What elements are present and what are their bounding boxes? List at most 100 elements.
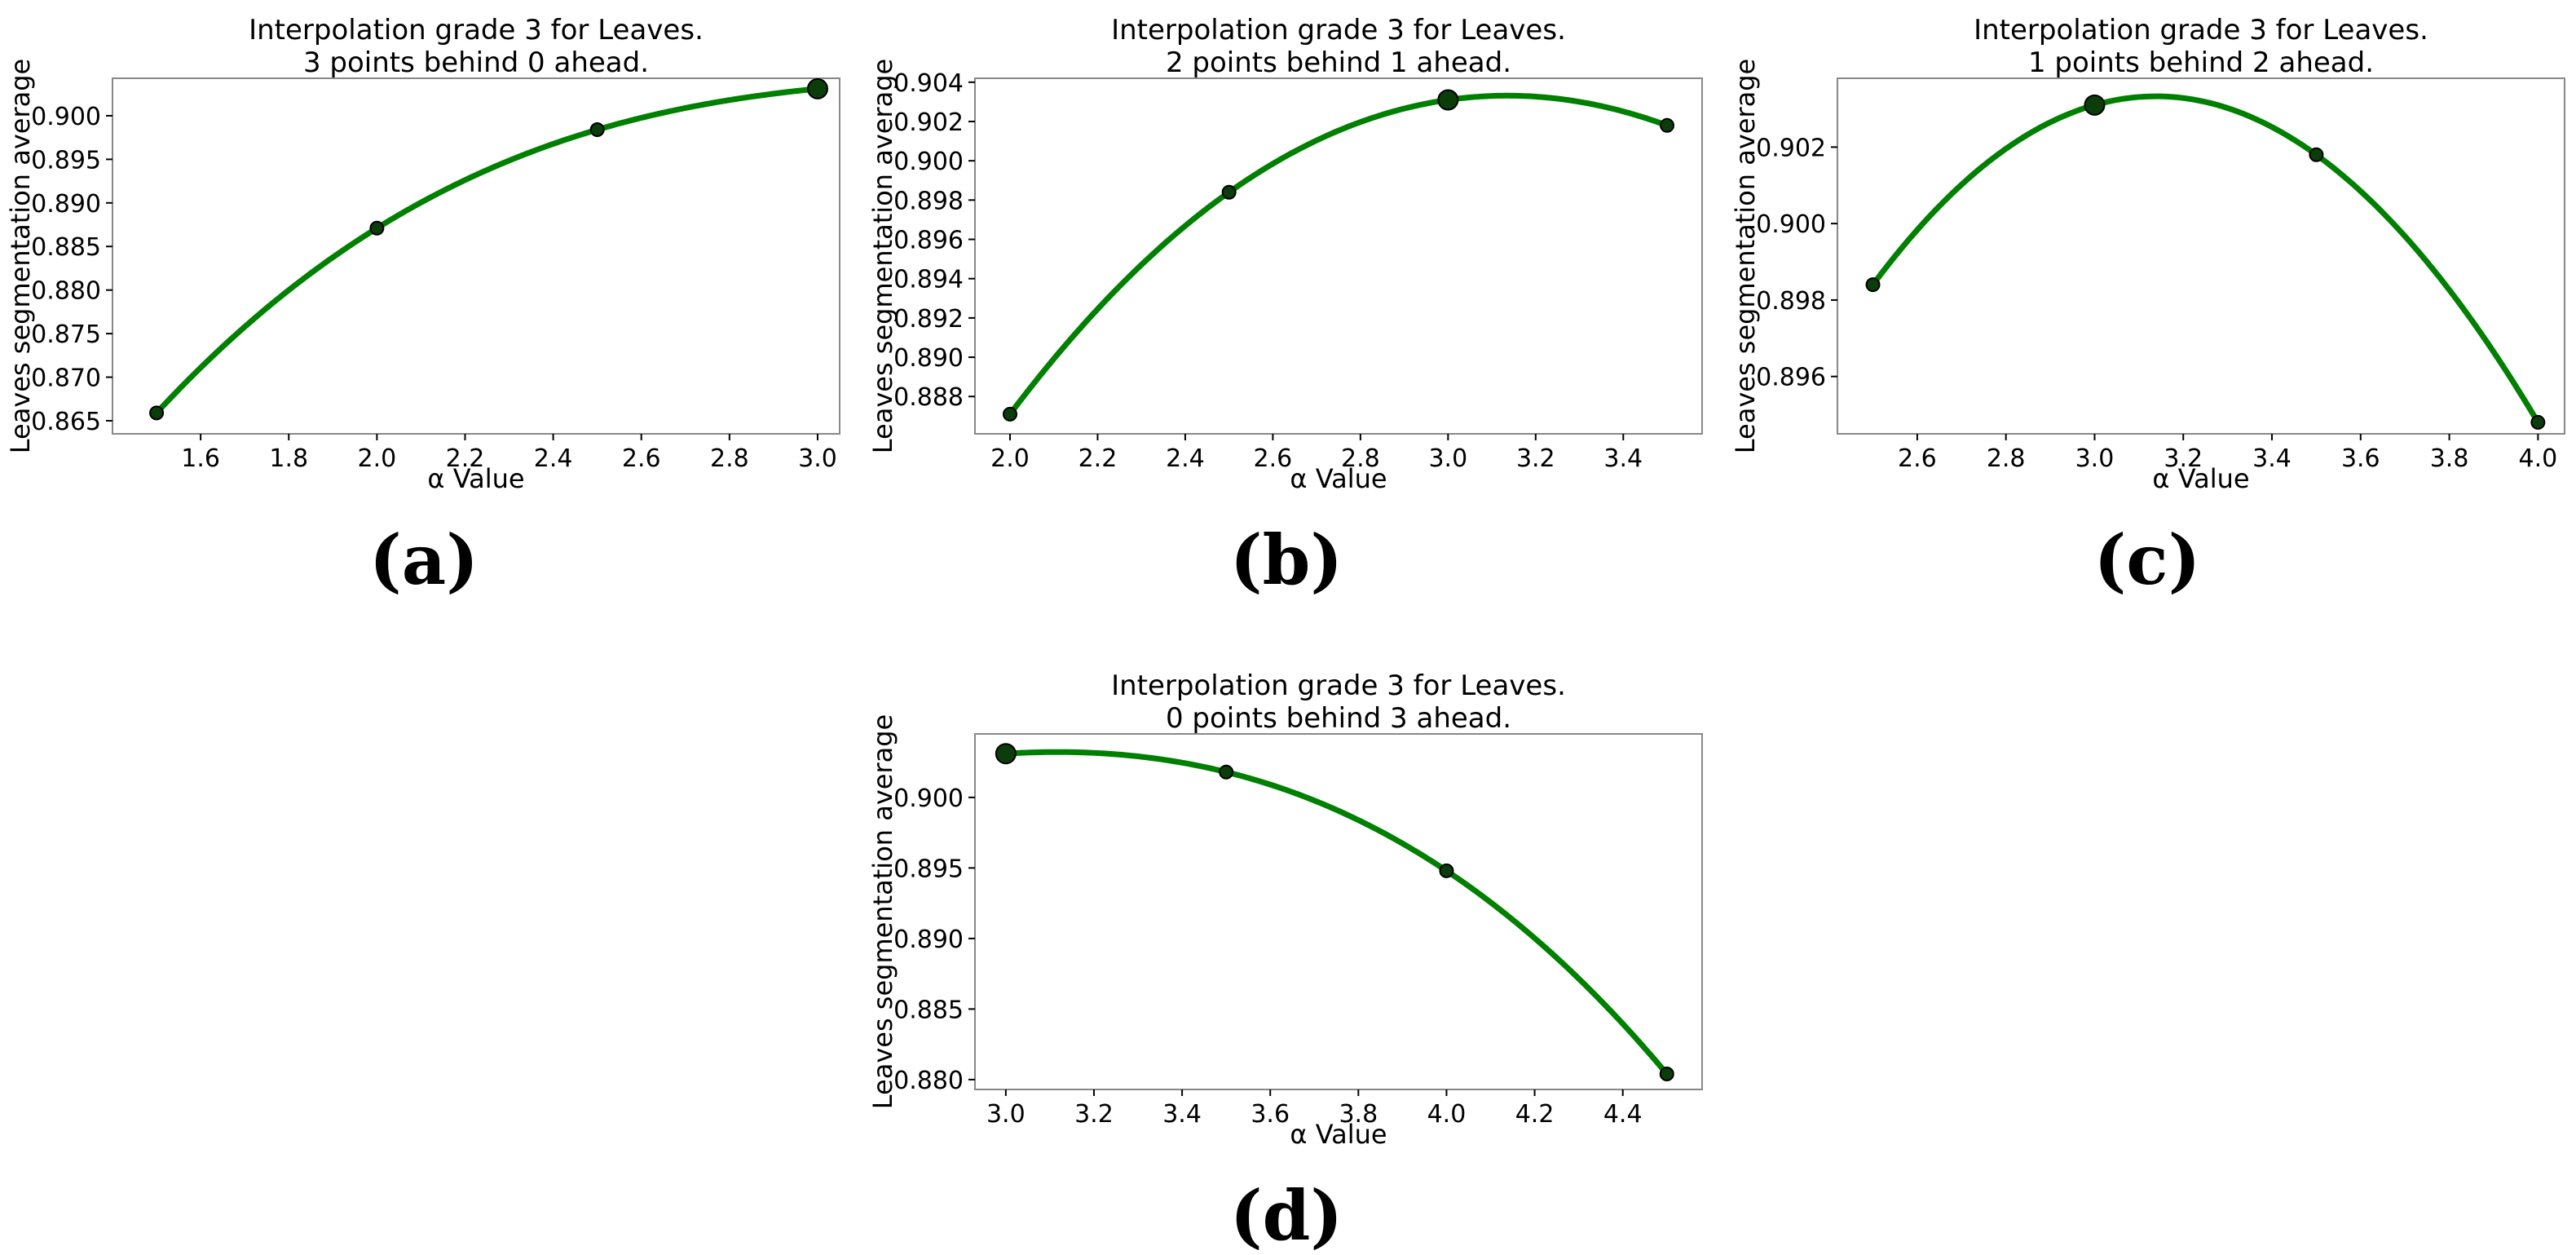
chart-subtitle: 2 points behind 1 ahead. — [1166, 46, 1511, 79]
data-point — [589, 122, 605, 138]
data-points — [1865, 94, 2546, 430]
interpolation-curve — [1007, 92, 1670, 418]
y-tick-label: 0.895 — [893, 855, 964, 883]
x-tick-label: 2.0 — [358, 444, 397, 473]
y-tick-label: 0.875 — [31, 320, 101, 349]
panel-caption: (b) — [1230, 519, 1343, 600]
x-tick-label: 4.4 — [1603, 1100, 1643, 1129]
x-tick-label: 2.8 — [1341, 444, 1380, 473]
y-tick-label: 0.885 — [31, 233, 101, 262]
y-axis-ticks: 0.896 0.898 0.900 0.902 — [1756, 134, 1837, 392]
data-points — [149, 77, 828, 421]
x-tick-label: 2.8 — [710, 444, 749, 473]
data-point — [369, 220, 385, 236]
y-tick-label: 0.900 — [31, 103, 101, 131]
plot-frame — [974, 733, 1703, 1090]
x-tick-label: 3.0 — [986, 1100, 1026, 1129]
panel-a: Interpolation grade 3 for Leaves. 3 poin… — [5, 14, 840, 600]
x-tick-label: 3.4 — [1603, 444, 1643, 473]
y-tick-label: 0.902 — [1756, 134, 1826, 162]
data-point — [1659, 1066, 1674, 1081]
x-axis-label: α Value — [2152, 463, 2249, 494]
y-tick-label: 0.900 — [893, 148, 964, 176]
y-tick-label: 0.900 — [893, 784, 964, 813]
interpolation-curve — [1003, 749, 1670, 1077]
best-data-point — [995, 743, 1017, 765]
plot-frame — [974, 77, 1703, 435]
x-tick-label: 3.0 — [2075, 444, 2115, 473]
x-tick-label: 2.2 — [446, 444, 485, 473]
data-points — [1002, 89, 1675, 422]
x-tick-label: 4.0 — [1427, 1100, 1467, 1129]
chart-title: Interpolation grade 3 for Leaves. — [1111, 669, 1566, 702]
y-tick-label: 0.898 — [893, 187, 964, 215]
x-tick-label: 2.6 — [1898, 444, 1937, 473]
y-axis-ticks: 0.865 0.870 0.875 0.880 0.885 0.890 0.895 0.900 — [31, 103, 112, 436]
x-tick-label: 2.0 — [990, 444, 1030, 473]
data-point — [1865, 277, 1881, 293]
x-tick-label: 3.2 — [1516, 444, 1555, 473]
y-tick-label: 0.885 — [893, 996, 964, 1024]
x-tick-label: 2.4 — [534, 444, 573, 473]
x-tick-label: 4.0 — [2519, 444, 2558, 473]
x-tick-label: 3.0 — [798, 444, 837, 473]
data-point — [149, 405, 165, 421]
best-data-point — [1437, 89, 1459, 111]
y-tick-label: 0.902 — [893, 108, 964, 137]
chart-title: Interpolation grade 3 for Leaves. — [1111, 14, 1566, 46]
panel-d: Interpolation grade 3 for Leaves. 0 poin… — [867, 669, 1703, 1255]
best-data-point — [2084, 94, 2106, 116]
y-tick-label: 0.890 — [31, 190, 101, 219]
y-tick-label: 0.896 — [893, 227, 964, 255]
x-tick-label: 3.2 — [1074, 1100, 1114, 1129]
x-tick-label: 3.0 — [1428, 444, 1467, 473]
x-tick-label: 2.4 — [1166, 444, 1205, 473]
y-axis-label: Leaves segmentation average — [1730, 59, 1761, 453]
x-tick-label: 3.2 — [2164, 444, 2203, 473]
x-tick-label: 1.8 — [269, 444, 308, 473]
x-tick-label: 2.2 — [1078, 444, 1118, 473]
y-tick-label: 0.894 — [893, 266, 964, 294]
best-data-point — [806, 77, 828, 99]
chart-subtitle: 3 points behind 0 ahead. — [303, 46, 649, 79]
data-point — [1002, 406, 1017, 422]
y-tick-label: 0.888 — [893, 383, 964, 412]
y-tick-label: 0.895 — [31, 146, 101, 175]
x-tick-label: 2.8 — [1987, 444, 2026, 473]
y-tick-label: 0.892 — [893, 305, 964, 334]
y-tick-label: 0.898 — [1756, 287, 1826, 316]
y-tick-label: 0.900 — [1756, 210, 1826, 239]
y-tick-label: 0.870 — [31, 365, 101, 393]
x-tick-label: 4.2 — [1515, 1100, 1555, 1129]
interpolation-line — [1870, 93, 2541, 426]
y-tick-label: 0.890 — [893, 926, 964, 954]
y-tick-label: 0.865 — [31, 408, 101, 436]
data-point — [1439, 863, 1454, 878]
x-tick-label: 3.6 — [1251, 1100, 1290, 1129]
interpolation-curve — [153, 86, 821, 416]
panel-c: Interpolation grade 3 for Leaves. 1 poin… — [1730, 14, 2565, 600]
y-axis-ticks: 0.888 0.890 0.892 0.894 0.896 0.898 0.900 0.902… — [893, 69, 975, 412]
x-axis-label: α Value — [1290, 463, 1387, 494]
chart-title: Interpolation grade 3 for Leaves. — [249, 14, 704, 46]
x-tick-label: 1.6 — [181, 444, 220, 473]
x-axis-ticks: 2.6 2.8 3.0 3.2 3.4 3.6 3.8 4.0 — [1898, 434, 2557, 473]
x-tick-label: 3.4 — [2252, 444, 2291, 473]
data-point — [1219, 764, 1234, 780]
y-axis-label: Leaves segmentation average — [867, 714, 898, 1109]
y-tick-label: 0.904 — [893, 69, 964, 98]
x-tick-label: 3.8 — [1339, 1100, 1378, 1129]
x-tick-label: 3.6 — [2341, 444, 2380, 473]
plot-frame — [1837, 77, 2565, 435]
chart-subtitle: 1 points behind 2 ahead. — [2028, 46, 2374, 79]
interpolation-line — [153, 86, 821, 416]
chart-subtitle: 0 points behind 3 ahead. — [1166, 702, 1511, 735]
y-tick-label: 0.880 — [893, 1067, 964, 1095]
panel-b: Interpolation grade 3 for Leaves. 2 poin… — [867, 14, 1703, 600]
data-points — [995, 743, 1674, 1081]
data-point — [2530, 414, 2546, 430]
data-point — [1660, 117, 1675, 133]
panel-caption: (c) — [2094, 519, 2201, 600]
x-tick-label: 3.4 — [1162, 1100, 1202, 1129]
